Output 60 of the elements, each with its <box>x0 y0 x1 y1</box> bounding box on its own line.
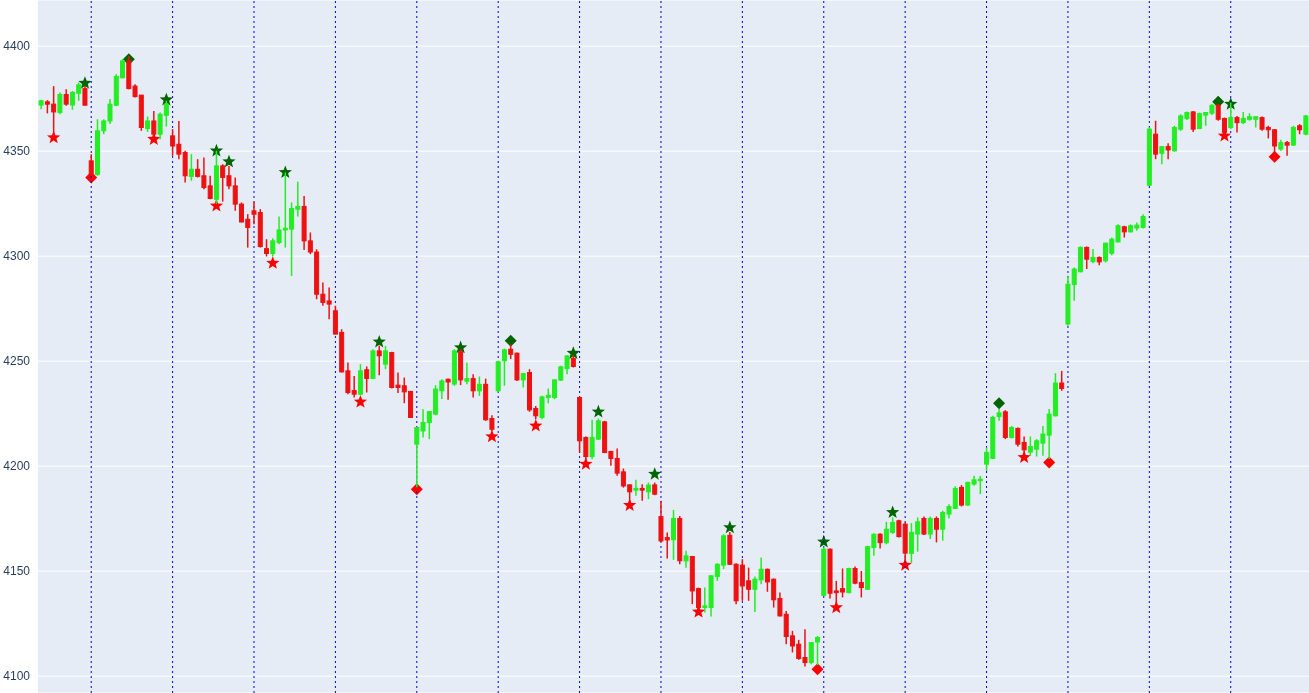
candlestick <box>927 515 933 540</box>
point <box>723 520 737 534</box>
candlestick <box>57 91 63 115</box>
candlestick <box>445 377 451 401</box>
y-tick-label: 4150 <box>3 564 31 579</box>
candlestick <box>88 153 94 177</box>
point <box>47 130 61 144</box>
candlestick <box>470 373 476 399</box>
point <box>829 600 843 614</box>
point <box>1017 450 1031 464</box>
point <box>266 256 280 269</box>
point <box>811 663 824 676</box>
point <box>885 505 900 519</box>
candlestick <box>933 515 939 544</box>
point <box>159 92 174 106</box>
candlestick <box>364 365 370 394</box>
candlestick <box>1165 142 1171 160</box>
candlestick <box>376 345 382 377</box>
point <box>817 534 831 548</box>
y-tick-label: 4300 <box>3 249 31 264</box>
point <box>566 346 580 359</box>
candlestick <box>357 363 363 396</box>
candlestick <box>1228 101 1234 130</box>
y-tick-label: 4100 <box>3 669 31 684</box>
candlestick <box>188 153 194 182</box>
point <box>209 143 224 157</box>
candlestick <box>382 345 388 370</box>
candlestick <box>959 484 965 508</box>
point <box>591 404 606 418</box>
candlestick <box>1059 370 1065 392</box>
point <box>209 198 224 212</box>
y-tick-label: 4200 <box>3 459 31 474</box>
point <box>353 394 368 408</box>
candlestick <box>1290 125 1296 147</box>
candlestick <box>82 85 88 106</box>
y-tick-label: 4400 <box>3 39 31 54</box>
candlestick <box>633 479 639 497</box>
point <box>453 340 468 354</box>
point <box>648 467 662 480</box>
candlestick <box>151 110 157 139</box>
point <box>579 457 593 470</box>
candlestick <box>501 347 507 387</box>
candlestick <box>671 509 676 561</box>
candlestick <box>1153 120 1159 160</box>
point <box>485 429 499 443</box>
candlestick <box>639 483 645 502</box>
point <box>278 165 292 179</box>
candlestick <box>476 375 482 397</box>
y-tick-label: 4350 <box>3 144 31 159</box>
point <box>529 418 543 432</box>
point <box>504 334 517 347</box>
point <box>222 154 236 168</box>
point <box>993 397 1006 410</box>
candlestick <box>464 361 470 386</box>
point <box>78 76 92 89</box>
point <box>372 334 386 348</box>
candlestick <box>1284 140 1290 157</box>
point <box>1043 456 1056 469</box>
point <box>623 498 637 511</box>
y-tick-label: 4250 <box>3 354 31 369</box>
